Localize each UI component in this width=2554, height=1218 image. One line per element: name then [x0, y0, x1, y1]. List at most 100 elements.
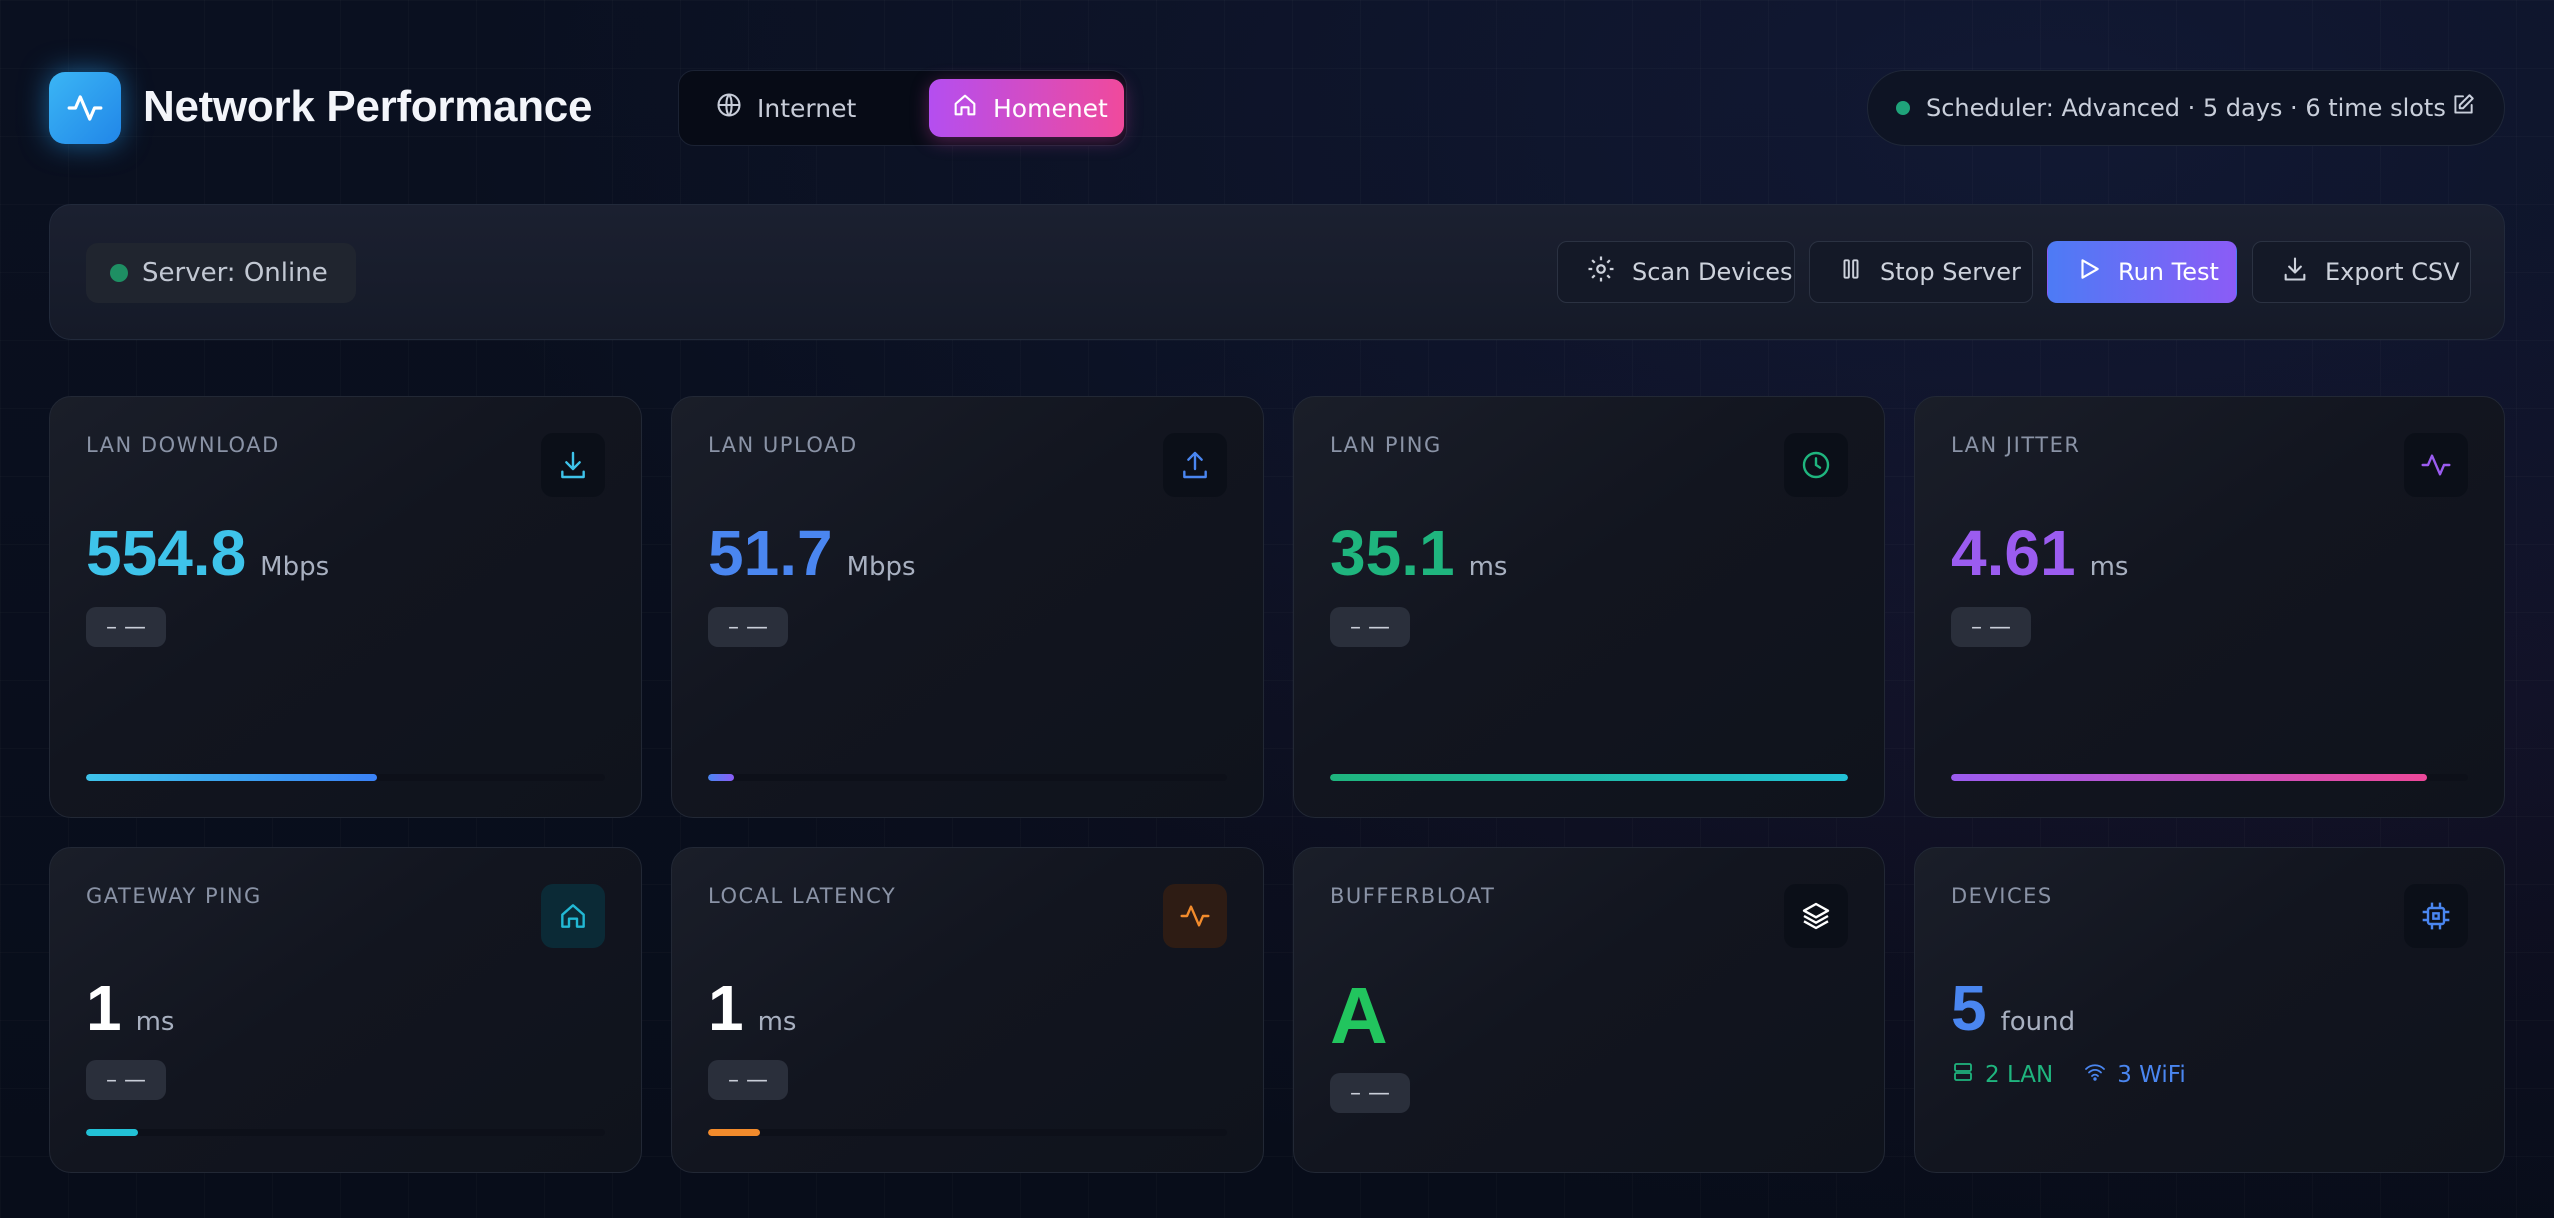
card-value: 1 — [86, 972, 122, 1044]
scan-devices-button[interactable]: Scan Devices — [1557, 241, 1795, 303]
control-toolbar: Server: Online Scan Devices Stop Server … — [49, 204, 2505, 340]
run-test-label: Run Test — [2118, 258, 2219, 286]
card-label: LOCAL LATENCY — [708, 884, 897, 908]
export-csv-button[interactable]: Export CSV — [2252, 241, 2471, 303]
lan-upload-card: LAN UPLOAD 51.7 Mbps – — — [671, 396, 1264, 818]
lan-jitter-card: LAN JITTER 4.61 ms – — — [1914, 396, 2505, 818]
download-icon — [2281, 255, 2309, 289]
trend-badge: – — — [86, 1060, 166, 1100]
layers-icon — [1784, 884, 1848, 948]
trend-badge: – — — [86, 607, 166, 647]
card-value: 554.8 — [86, 517, 247, 589]
home-icon — [541, 884, 605, 948]
progress-bar — [86, 774, 605, 781]
card-unit: ms — [757, 1007, 797, 1037]
card-label: LAN PING — [1330, 433, 1442, 457]
card-unit: found — [2000, 1007, 2076, 1037]
trend-badge: – — — [708, 607, 788, 647]
card-unit: ms — [1468, 552, 1508, 582]
progress-fill — [1330, 774, 1848, 781]
upload-icon — [1163, 433, 1227, 497]
tab-homenet[interactable]: Homenet — [929, 79, 1124, 137]
wifi-devices-label: 3 WiFi — [2117, 1062, 2186, 1088]
edit-icon[interactable] — [2450, 92, 2476, 124]
progress-fill — [708, 1129, 760, 1136]
bufferbloat-card: BUFFERBLOAT A – — — [1293, 847, 1885, 1173]
tab-homenet-label: Homenet — [993, 93, 1108, 123]
scheduler-text: Scheduler: Advanced · 5 days · 6 time sl… — [1926, 94, 2446, 122]
progress-bar — [1330, 774, 1848, 781]
server-icon — [1951, 1060, 1975, 1090]
card-value-row: 4.61 ms — [1951, 521, 2128, 585]
pause-icon — [1838, 256, 1864, 288]
card-label: LAN UPLOAD — [708, 433, 858, 457]
export-csv-label: Export CSV — [2325, 258, 2460, 286]
local-latency-card: LOCAL LATENCY 1 ms – — — [671, 847, 1264, 1173]
lan-devices-count: 2 LAN — [1951, 1060, 2053, 1090]
card-value-row: 1 ms — [86, 976, 174, 1040]
trend-badge: – — — [1330, 607, 1410, 647]
scheduler-status-dot — [1896, 101, 1910, 115]
activity-icon — [49, 72, 121, 144]
wifi-icon — [2083, 1060, 2107, 1090]
wifi-devices-count: 3 WiFi — [2083, 1060, 2186, 1090]
pulse-icon — [2404, 433, 2468, 497]
network-mode-toggle: Internet Homenet — [678, 70, 1127, 146]
card-value: 1 — [708, 972, 744, 1044]
card-label: LAN JITTER — [1951, 433, 2081, 457]
devices-card: DEVICES 5 found 2 LAN 3 WiFi — [1914, 847, 2505, 1173]
server-status-badge: Server: Online — [86, 243, 356, 303]
card-label: BUFFERBLOAT — [1330, 884, 1496, 908]
trend-badge: – — — [1951, 607, 2031, 647]
run-test-button[interactable]: Run Test — [2047, 241, 2237, 303]
progress-fill — [708, 774, 734, 781]
trend-badge: – — — [1330, 1073, 1410, 1113]
tab-internet[interactable]: Internet — [693, 79, 878, 137]
card-value: 5 — [1951, 972, 1987, 1044]
card-unit: Mbps — [846, 552, 916, 582]
progress-fill — [86, 774, 377, 781]
tab-internet-label: Internet — [757, 93, 857, 123]
download-icon — [541, 433, 605, 497]
progress-bar — [708, 774, 1227, 781]
card-value-row: 1 ms — [708, 976, 796, 1040]
card-value: 35.1 — [1330, 517, 1455, 589]
lan-download-card: LAN DOWNLOAD 554.8 Mbps – — — [49, 396, 642, 818]
scan-devices-label: Scan Devices — [1632, 258, 1793, 286]
play-icon — [2076, 256, 2102, 288]
progress-fill — [86, 1129, 138, 1136]
card-unit: Mbps — [260, 552, 330, 582]
stop-server-label: Stop Server — [1880, 258, 2021, 286]
lan-devices-label: 2 LAN — [1985, 1062, 2054, 1088]
card-value-row: 35.1 ms — [1330, 521, 1507, 585]
card-label: DEVICES — [1951, 884, 2053, 908]
gateway-ping-card: GATEWAY PING 1 ms – — — [49, 847, 642, 1173]
bufferbloat-grade: A — [1330, 971, 1388, 1060]
home-icon — [951, 91, 979, 125]
server-status-dot — [110, 264, 128, 282]
lan-ping-card: LAN PING 35.1 ms – — — [1293, 396, 1885, 818]
card-value-row: 51.7 Mbps — [708, 521, 916, 585]
scheduler-pill: Scheduler: Advanced · 5 days · 6 time sl… — [1867, 70, 2505, 146]
card-unit: ms — [135, 1007, 175, 1037]
trend-badge: – — — [708, 1060, 788, 1100]
clock-icon — [1784, 433, 1848, 497]
pulse-icon — [1163, 884, 1227, 948]
stop-server-button[interactable]: Stop Server — [1809, 241, 2033, 303]
progress-bar — [86, 1129, 605, 1136]
progress-fill — [1951, 774, 2427, 781]
globe-icon — [715, 91, 743, 125]
gear-icon — [1586, 254, 1616, 290]
progress-bar — [1951, 774, 2468, 781]
device-breakdown: 2 LAN 3 WiFi — [1951, 1060, 2186, 1090]
card-unit: ms — [2089, 552, 2129, 582]
page-title: Network Performance — [143, 82, 593, 131]
header: Network Performance Internet Homenet Sch… — [49, 70, 2505, 146]
card-value: 4.61 — [1951, 517, 2076, 589]
server-status-text: Server: Online — [142, 258, 328, 288]
card-value-row: 5 found — [1951, 976, 2075, 1040]
progress-bar — [708, 1129, 1227, 1136]
card-label: LAN DOWNLOAD — [86, 433, 280, 457]
card-value: 51.7 — [708, 517, 833, 589]
card-value-row: 554.8 Mbps — [86, 521, 329, 585]
